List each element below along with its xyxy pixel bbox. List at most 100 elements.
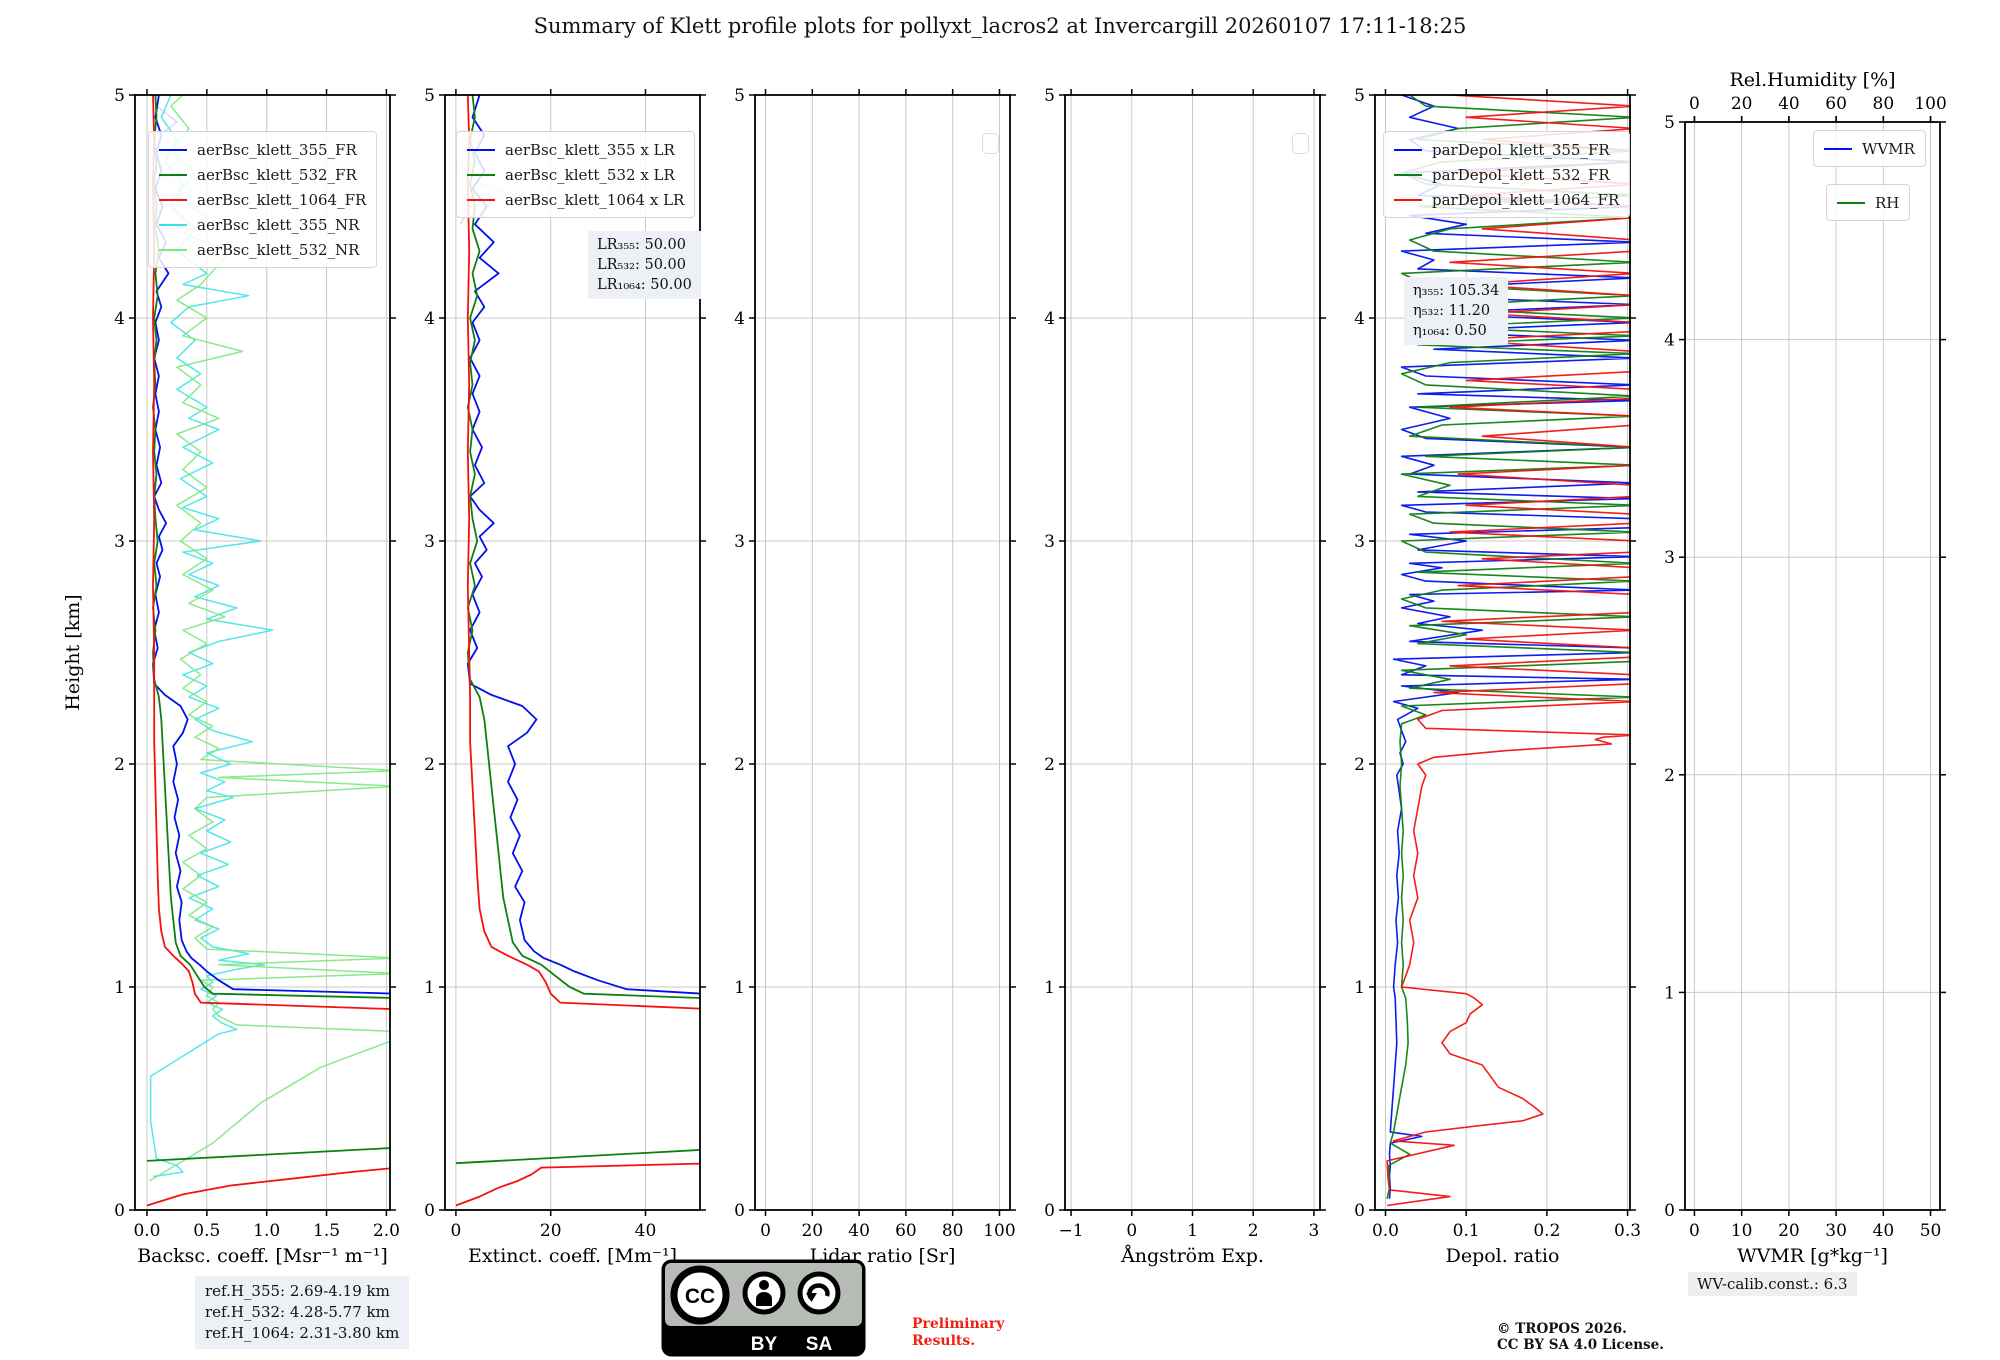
legend-item: WVMR (1824, 136, 1915, 161)
figure-title: Summary of Klett profile plots for polly… (533, 14, 1467, 38)
svg-text:1: 1 (114, 978, 125, 998)
svg-text:0.0: 0.0 (133, 1221, 160, 1241)
legend-label: parDepol_klett_355_FR (1432, 140, 1610, 159)
chart-canvas: 0 10 20 30 40 50 0 1 2 3 4 5 WVMR [g*kg⁻¹] 0 20 40 60 80 1… (1664, 69, 1947, 1267)
reference-height-annotation: ref.H_355: 2.69-4.19 km ref.H_532: 4.28-… (195, 1276, 410, 1349)
line-swatch (1394, 173, 1422, 176)
line-swatch (159, 148, 187, 151)
svg-text:0: 0 (734, 1201, 745, 1221)
svg-text:5: 5 (114, 86, 125, 106)
svg-text:5: 5 (1354, 86, 1365, 106)
svg-text:30: 30 (1825, 1221, 1847, 1241)
svg-text:40: 40 (1873, 1221, 1895, 1241)
svg-text:1: 1 (1354, 978, 1365, 998)
x-axis-label: Ångström Exp. (1120, 1245, 1264, 1267)
series-aerBsc_klett_1064_FR (146, 95, 390, 1207)
line-swatch (1394, 198, 1422, 201)
svg-text:2: 2 (424, 755, 435, 775)
svg-text:1: 1 (1044, 978, 1055, 998)
svg-text:80: 80 (942, 1221, 964, 1241)
svg-text:0: 0 (1126, 1221, 1137, 1241)
legend-item: aerBsc_klett_1064 x LR (467, 187, 684, 212)
ref-h-532: ref.H_532: 4.28-5.77 km (205, 1303, 390, 1321)
svg-text:3: 3 (1354, 532, 1365, 552)
svg-text:0.3: 0.3 (1614, 1221, 1641, 1241)
lr-355-value: LR₃₅₅: 50.00 (597, 237, 686, 253)
svg-text:4: 4 (1354, 309, 1365, 329)
panel-wvmr: 0 10 20 30 40 50 0 1 2 3 4 5 WVMR [g*kg⁻¹] 0 20 40 60 80 1… (1615, 25, 1965, 1279)
lr-1064-value: LR₁₀₆₄: 50.00 (597, 277, 692, 293)
line-swatch (467, 173, 495, 176)
x-axis-label: Depol. ratio (1446, 1245, 1560, 1267)
legend-item: aerBsc_klett_355_FR (159, 137, 366, 162)
svg-text:2: 2 (1664, 766, 1675, 786)
chart-canvas: 0.0 0.1 0.2 0.3 0 1 2 3 4 5 Depol. ratio (1354, 86, 1641, 1267)
svg-text:60: 60 (895, 1221, 917, 1241)
ref-h-355: ref.H_355: 2.69-4.19 km (205, 1282, 390, 1300)
svg-text:50: 50 (1920, 1221, 1942, 1241)
legend-label: parDepol_klett_532_FR (1432, 165, 1610, 184)
svg-text:5: 5 (424, 86, 435, 106)
line-swatch (467, 198, 495, 201)
svg-text:0: 0 (1689, 1221, 1700, 1241)
legend-item: parDepol_klett_1064_FR (1394, 187, 1619, 212)
legend-item: aerBsc_klett_532_FR (159, 162, 366, 187)
svg-text:2.0: 2.0 (373, 1221, 400, 1241)
series-aerBsc_klett_355_NR (149, 95, 274, 1178)
svg-text:1: 1 (1187, 1221, 1198, 1241)
panel-extinction: 0 20 40 0 1 2 3 4 5 Extinct. coeff. [Mm⁻¹] (375, 25, 725, 1279)
y-axis-label: Height [km] (65, 594, 84, 710)
legend-label: aerBsc_klett_532_NR (197, 240, 360, 259)
line-swatch (1837, 201, 1865, 204)
empty-legend-box (1292, 133, 1309, 154)
svg-text:1.5: 1.5 (313, 1221, 340, 1241)
legend-depol: parDepol_klett_355_FR parDepol_klett_532… (1383, 131, 1631, 218)
svg-text:2: 2 (1354, 755, 1365, 775)
x-axis-label: WVMR [g*kg⁻¹] (1737, 1245, 1888, 1267)
svg-text:20: 20 (1731, 94, 1753, 114)
legend-item: parDepol_klett_532_FR (1394, 162, 1619, 187)
svg-text:20: 20 (540, 1221, 562, 1241)
svg-text:0.2: 0.2 (1533, 1221, 1560, 1241)
svg-text:0: 0 (760, 1221, 771, 1241)
line-swatch (1394, 148, 1422, 151)
top-axis-label: Rel.Humidity [%] (1729, 69, 1895, 91)
x-axis-label: Extinct. coeff. [Mm⁻¹] (468, 1245, 677, 1267)
svg-text:5: 5 (1044, 86, 1055, 106)
svg-text:3: 3 (1044, 532, 1055, 552)
svg-text:100: 100 (983, 1221, 1015, 1241)
svg-text:0: 0 (424, 1201, 435, 1221)
legend-item: aerBsc_klett_1064_FR (159, 187, 366, 212)
svg-text:0: 0 (450, 1221, 461, 1241)
svg-text:5: 5 (1664, 113, 1675, 133)
ref-h-1064: ref.H_1064: 2.31-3.80 km (205, 1324, 400, 1342)
svg-text:4: 4 (1044, 309, 1055, 329)
legend-item: aerBsc_klett_355 x LR (467, 137, 684, 162)
cc-by-sa-badge-icon: CC BY SA (661, 1259, 866, 1357)
cc-by-sa-badge: CC BY SA (660, 1258, 867, 1360)
line-swatch (159, 198, 187, 201)
series-parDepol_klett_1064_FR (1386, 95, 1630, 1207)
svg-text:4: 4 (424, 309, 435, 329)
legend-label: aerBsc_klett_532_FR (197, 165, 357, 184)
legend-backscatter: aerBsc_klett_355_FR aerBsc_klett_532_FR … (148, 131, 378, 268)
legend-label: RH (1875, 193, 1900, 212)
svg-text:0.1: 0.1 (1453, 1221, 1480, 1241)
line-swatch (159, 223, 187, 226)
svg-text:60: 60 (1825, 94, 1847, 114)
svg-text:1: 1 (1664, 983, 1675, 1003)
lr-532-value: LR₅₃₂: 50.00 (597, 257, 686, 273)
line-swatch (159, 248, 187, 251)
svg-text:3: 3 (734, 532, 745, 552)
svg-text:1: 1 (424, 978, 435, 998)
chart-canvas: 0.0 0.5 1.0 1.5 2.0 0 1 2 3 4 5 Backsc. coeff. [Msr… (62, 86, 400, 1267)
copyright-note: © TROPOS 2026. CC BY SA 4.0 License. (1497, 1321, 1664, 1353)
legend-extinction: aerBsc_klett_355 x LR aerBsc_klett_532 x… (456, 131, 696, 218)
legend-label: parDepol_klett_1064_FR (1432, 190, 1620, 209)
legend-label: aerBsc_klett_355_FR (197, 140, 357, 159)
svg-text:3: 3 (1309, 1221, 1320, 1241)
svg-text:3: 3 (114, 532, 125, 552)
